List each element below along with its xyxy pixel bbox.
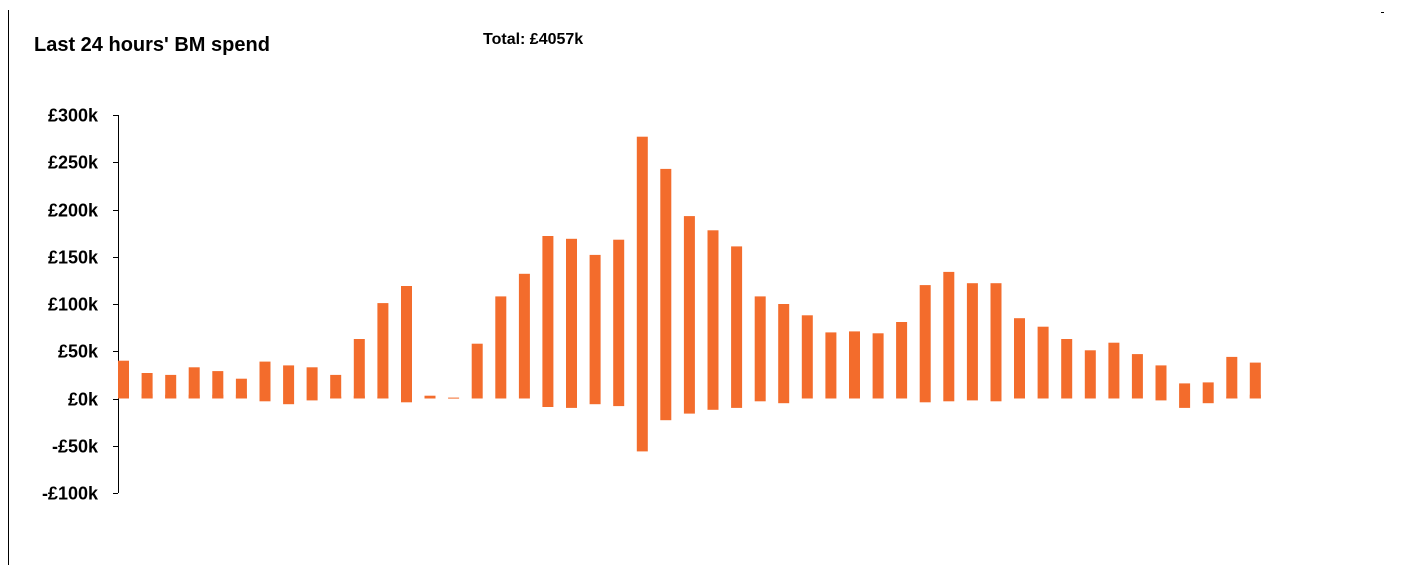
bar-s2-p25 [683,398,695,414]
bar-s1-p19 [542,236,554,399]
bar-s2-p37 [966,398,978,401]
bar-s2-p4 [188,394,200,399]
bar-s1-p10 [330,374,342,399]
bar-s2-p23 [636,398,648,452]
bar-s2-p49 [1249,394,1261,399]
bar-s1-p44 [1131,354,1143,399]
bar-s1-p3 [165,374,177,399]
bar-s1-p22 [613,239,625,399]
bar-s1-p38 [990,283,1002,399]
bar-s2-p15 [448,397,460,399]
bar-s1-p2 [141,373,153,399]
y-tick-label: £150k [48,248,99,268]
y-tick-label: £100k [48,295,99,315]
bar-s2-p19 [542,398,554,407]
chart-title: Last 24 hours' BM spend [34,34,270,56]
bar-s2-p6 [235,394,247,399]
bar-s2-p48 [1226,396,1238,399]
bar-s1-p9 [306,367,318,399]
bar-s2-p12 [377,396,389,399]
bar-s2-p47 [1202,398,1214,404]
bar-s1-p21 [589,254,601,399]
bar-s1-p43 [1108,342,1120,399]
y-tick-label: -£50k [52,437,99,457]
bar-s2-p35 [919,398,931,403]
y-tick-label: -£100k [42,484,99,504]
bar-s2-p38 [990,398,1002,402]
bar-s2-p3 [165,394,177,399]
bar-s1-p17 [495,296,507,399]
bar-s2-p5 [212,394,224,399]
total-spend-label: Total: £4057k [483,31,584,48]
y-tick-label: £50k [58,342,99,362]
bar-s1-p32 [849,331,860,399]
bar-s2-p36 [943,398,955,402]
bar-s2-p45 [1155,398,1167,401]
bar-s1-p4 [188,367,200,399]
bar-s1-p28 [754,296,766,399]
bar-s1-p16 [471,343,483,399]
bar-s2-p24 [660,398,672,421]
bar-s1-p12 [377,303,389,399]
bar-s1-p6 [235,378,247,399]
bar-s1-p33 [872,333,884,399]
bar-s2-p10 [330,396,342,399]
bar-s2-p27 [731,398,743,408]
left-border-line [8,10,9,565]
y-tick-label: £250k [48,153,99,173]
bar-s1-p47 [1202,382,1214,399]
bar-s2-p2 [141,393,153,399]
y-tick-label: £0k [68,390,99,410]
bar-s1-p31 [825,332,837,399]
bar-s1-p13 [401,286,412,399]
bar-s1-p48 [1226,356,1238,399]
bar-s2-p9 [306,398,318,401]
bar-s1-p39 [1014,318,1025,399]
bar-s1-p23 [636,136,648,399]
bar-s1-p29 [778,304,790,399]
bar-s1-p5 [212,371,224,399]
bar-s2-p11 [353,395,365,399]
bar-s1-p42 [1084,350,1096,399]
bar-s1-p41 [1061,339,1073,399]
bar-s1-p27 [731,246,743,399]
bar-s2-p20 [566,398,577,408]
bar-s1-p25 [683,216,695,399]
bar-s2-p22 [613,398,625,407]
corner-tick-mark [1381,12,1384,13]
bar-s1-p11 [353,339,365,399]
bar-s1-p36 [943,271,955,399]
bar-s2-p1 [118,391,129,399]
bar-s1-p46 [1179,383,1191,399]
bar-s2-p46 [1179,398,1191,408]
y-tick-label: £200k [48,201,99,221]
bar-s2-p8 [283,398,295,405]
bar-s1-p40 [1037,326,1049,399]
y-axis: £300k £250k £200k £150k £100k £50k £0k -£50k -£1… [42,106,119,504]
bar-s1-p35 [919,285,931,399]
bar-s1-p26 [707,230,719,399]
bar-s1-p20 [566,238,577,399]
bar-s2-p13 [401,398,412,403]
bar-s2-p28 [754,398,766,402]
bars [118,136,1261,452]
bar-s2-p26 [707,398,719,410]
bar-s2-p14 [424,395,436,399]
bar-s1-p30 [801,315,813,399]
bar-s2-p21 [589,398,601,405]
bar-s1-p49 [1249,362,1261,399]
y-tick-label: £300k [48,106,99,126]
bar-s1-p45 [1155,365,1167,399]
bar-s1-p37 [966,283,978,399]
bar-s1-p18 [518,273,530,399]
bar-s1-p7 [259,361,271,399]
bar-s1-p8 [283,365,295,399]
bar-s2-p29 [778,398,790,404]
bar-s1-p34 [896,322,908,399]
bar-s2-p7 [259,398,271,402]
bar-s1-p1 [118,360,129,399]
bar-s1-p24 [660,168,672,399]
